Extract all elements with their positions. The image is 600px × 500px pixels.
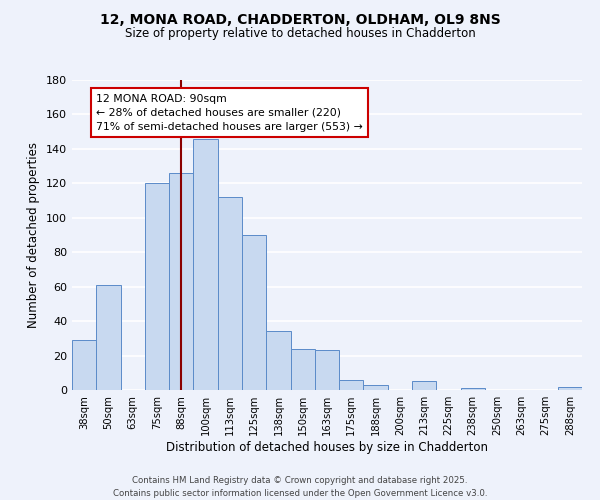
Bar (169, 173, 193, 390)
Text: Contains HM Land Registry data © Crown copyright and database right 2025.
Contai: Contains HM Land Registry data © Crown c… (113, 476, 487, 498)
Bar (145, 184, 169, 390)
Text: 12 MONA ROAD: 90sqm
← 28% of detached houses are smaller (220)
71% of semi-detac: 12 MONA ROAD: 90sqm ← 28% of detached ho… (96, 94, 363, 132)
Bar (339, 380, 364, 390)
Bar (96, 285, 121, 390)
Bar (558, 386, 582, 390)
Bar (290, 348, 315, 390)
X-axis label: Distribution of detached houses by size in Chadderton: Distribution of detached houses by size … (166, 441, 488, 454)
Bar (412, 382, 436, 390)
Text: Size of property relative to detached houses in Chadderton: Size of property relative to detached ho… (125, 28, 475, 40)
Bar (315, 350, 339, 390)
Bar (193, 138, 218, 390)
Bar (242, 235, 266, 390)
Y-axis label: Number of detached properties: Number of detached properties (28, 142, 40, 328)
Bar (266, 332, 290, 390)
Bar (461, 388, 485, 390)
Bar (72, 340, 96, 390)
Text: 12, MONA ROAD, CHADDERTON, OLDHAM, OL9 8NS: 12, MONA ROAD, CHADDERTON, OLDHAM, OL9 8… (100, 12, 500, 26)
Bar (364, 385, 388, 390)
Bar (218, 197, 242, 390)
